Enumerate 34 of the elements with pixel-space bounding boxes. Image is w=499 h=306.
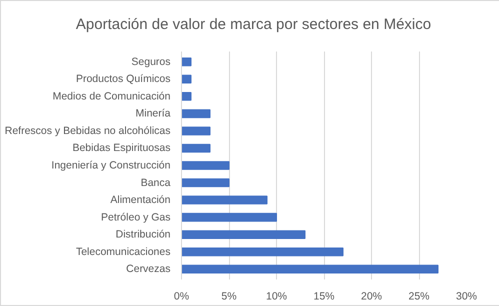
bar bbox=[182, 178, 230, 188]
x-tick-label: 10% bbox=[266, 290, 288, 302]
y-tick-label: Refrescos y Bebidas no alcohólicas bbox=[4, 124, 171, 137]
bar bbox=[182, 144, 210, 153]
bar bbox=[182, 264, 438, 274]
y-tick-label: Bebidas Espirituosas bbox=[72, 142, 171, 154]
bar bbox=[182, 247, 344, 256]
x-tick-label: 5% bbox=[221, 290, 237, 302]
y-tick-label: Ingeniería y Construcción bbox=[51, 160, 171, 172]
y-tick-label: Seguros bbox=[131, 56, 170, 68]
bar bbox=[182, 92, 192, 101]
bar bbox=[182, 161, 230, 170]
y-tick-label: Banca bbox=[140, 176, 171, 189]
y-tick-label: Minería bbox=[135, 108, 171, 120]
x-tick-label: 30% bbox=[456, 290, 478, 302]
bar bbox=[182, 57, 192, 66]
y-tick-label: Alimentación bbox=[110, 194, 171, 206]
y-tick-label: Petróleo y Gas bbox=[101, 211, 171, 224]
chart-title: Aportación de valor de marca por sectores en México bbox=[76, 15, 432, 35]
y-tick-label: Productos Químicos bbox=[76, 73, 171, 86]
bar bbox=[182, 212, 277, 222]
bar bbox=[182, 74, 192, 84]
x-tick-label: 0% bbox=[174, 290, 190, 302]
x-tick-label: 25% bbox=[408, 290, 430, 302]
bar bbox=[182, 109, 210, 118]
x-tick-label: 15% bbox=[313, 290, 335, 302]
bar bbox=[182, 126, 210, 136]
y-tick-label: Distribución bbox=[116, 228, 171, 241]
y-tick-label: Telecomunicaciones bbox=[76, 246, 171, 258]
x-tick-label: 20% bbox=[360, 290, 382, 302]
y-tick-label: Medios de Comunicación bbox=[52, 90, 171, 102]
bar bbox=[182, 196, 268, 204]
bar bbox=[182, 230, 306, 239]
y-tick-label: Cervezas bbox=[126, 263, 171, 276]
